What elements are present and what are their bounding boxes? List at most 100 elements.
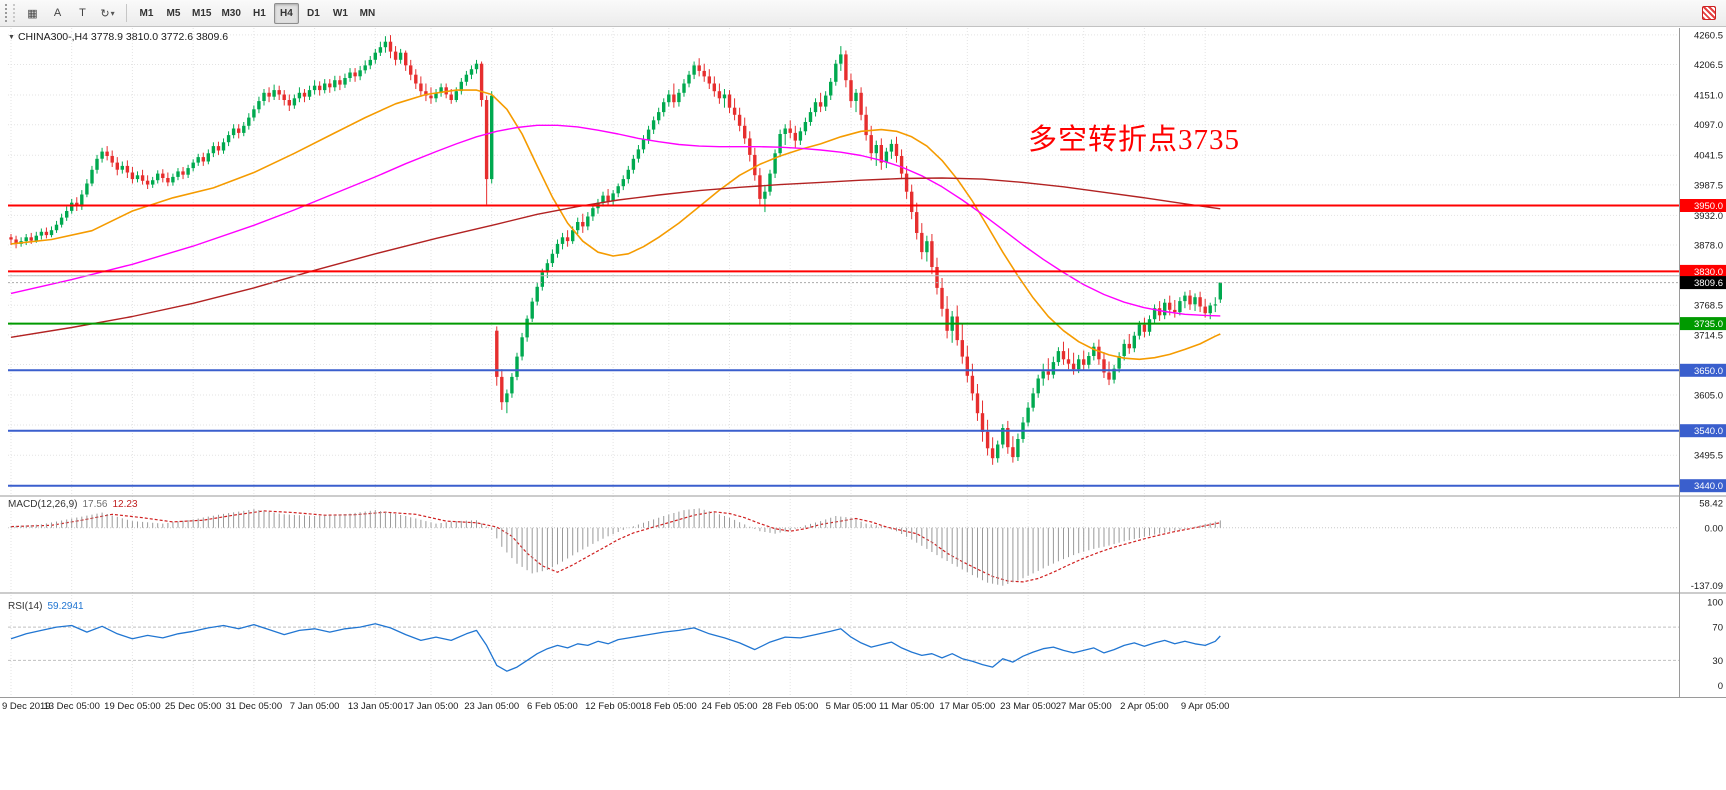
chart-text-annotation[interactable]: 多空转折点3735 [1028,124,1241,156]
svg-text:3987.5: 3987.5 [1694,180,1723,191]
chevron-down-icon: ▾ [110,8,115,18]
main-toolbar: ▦ A T ↻ ▾ M1 M5 M15 M30 H1 H4 D1 W1 MN [0,0,1726,27]
macd-indicator-label: MACD(12,26,9) 17.56 12.23 [8,499,138,510]
rsi-pane[interactable] [8,623,1679,672]
svg-text:9 Dec 2019: 9 Dec 2019 [2,701,51,712]
ma-fast-orange[interactable] [10,89,1221,361]
svg-text:0.00: 0.00 [1705,523,1724,534]
arrow-tool-icon: A [53,7,62,19]
svg-text:4260.5: 4260.5 [1694,30,1723,41]
rsi-axis: 100 70 30 0 [1707,598,1723,692]
price-axis[interactable]: 4260.5 4206.5 4151.0 4097.0 4041.5 3987.5 3932… [1680,30,1726,493]
svg-text:3650.0: 3650.0 [1694,366,1723,377]
toolbar-grip[interactable] [5,4,15,22]
svg-text:70: 70 [1712,623,1723,634]
timeframe-m15-button[interactable]: M15 [188,3,215,24]
timeframe-d1-button[interactable]: D1 [301,3,326,24]
macd-name: MACD(12,26,9) [8,499,78,510]
macd-main-value: 17.56 [82,499,108,510]
svg-text:23 Jan 05:00: 23 Jan 05:00 [464,701,519,712]
svg-text:13 Dec 05:00: 13 Dec 05:00 [43,701,100,712]
refresh-icon: ↻ [100,7,110,20]
charts-grid-button[interactable]: ▦ [21,3,44,24]
timeframe-w1-button[interactable]: W1 [328,3,353,24]
ma-slow-darkred[interactable] [10,177,1221,338]
rsi-line [10,623,1221,672]
toolbar-separator [126,4,127,22]
price-badge-3650.0 [1680,363,1726,377]
chart-canvas[interactable]: 4260.5 4206.5 4151.0 4097.0 4041.5 3987.5 3932… [0,28,1726,715]
svg-text:4041.5: 4041.5 [1694,151,1723,162]
price-badge-3735.0 [1680,317,1726,331]
svg-text:-137.09: -137.09 [1691,581,1723,592]
svg-text:27 Mar 05:00: 27 Mar 05:00 [1056,701,1112,712]
svg-text:3605.0: 3605.0 [1694,391,1723,402]
macd-signal-line [10,510,1221,583]
svg-text:3768.5: 3768.5 [1694,301,1723,312]
svg-text:13 Jan 05:00: 13 Jan 05:00 [348,701,403,712]
rsi-indicator-label: RSI(14) 59.2941 [8,601,84,612]
horizontal-lines[interactable] [8,204,1679,487]
pane-separators[interactable] [0,28,1726,698]
svg-text:4151.0: 4151.0 [1694,91,1723,102]
svg-text:7 Jan 05:00: 7 Jan 05:00 [290,701,340,712]
svg-text:3440.0: 3440.0 [1694,481,1723,492]
svg-text:9 Apr 05:00: 9 Apr 05:00 [1181,701,1230,712]
ma-mid-magenta[interactable] [10,124,1221,317]
candles-layer[interactable] [9,35,1222,465]
price-badge-3540.0 [1680,424,1726,438]
timeframe-h1-button[interactable]: H1 [247,3,272,24]
timeframe-h4-button[interactable]: H4 [273,2,299,24]
timeframe-m30-button[interactable]: M30 [217,3,244,24]
cursor-tool-button[interactable]: A [46,3,69,24]
refresh-button[interactable]: ↻ ▾ [96,3,119,24]
svg-text:3714.5: 3714.5 [1694,330,1723,341]
symbol-period-label: CHINA300-,H4 [17,31,88,43]
svg-text:3540.0: 3540.0 [1694,426,1723,437]
grid-icon: ▦ [27,7,38,20]
svg-text:100: 100 [1707,598,1723,609]
svg-text:3809.6: 3809.6 [1694,278,1723,289]
svg-text:24 Feb 05:00: 24 Feb 05:00 [702,701,758,712]
timeframe-mn-button[interactable]: MN [355,3,380,24]
price-badge-3440.0 [1680,479,1726,493]
grid-lines [8,28,1679,697]
svg-text:31 Dec 05:00: 31 Dec 05:00 [226,701,283,712]
macd-histogram [10,508,1221,586]
svg-text:3830.0: 3830.0 [1694,267,1723,278]
svg-text:23 Mar 05:00: 23 Mar 05:00 [1000,701,1056,712]
rsi-value: 59.2941 [47,601,84,612]
svg-text:3735.0: 3735.0 [1694,319,1723,330]
rsi-name: RSI(14) [8,601,43,612]
price-badge-3809.6 [1680,276,1726,290]
macd-axis: 58.42 0.00 -137.09 [1691,499,1723,593]
toolbar-red-icon[interactable] [1702,6,1716,20]
svg-text:30: 30 [1712,656,1723,667]
svg-text:12 Feb 05:00: 12 Feb 05:00 [585,701,641,712]
svg-text:3950.0: 3950.0 [1694,201,1723,212]
svg-text:2 Apr 05:00: 2 Apr 05:00 [1120,701,1169,712]
svg-text:6 Feb 05:00: 6 Feb 05:00 [527,701,578,712]
svg-text:5 Mar 05:00: 5 Mar 05:00 [826,701,877,712]
svg-text:4097.0: 4097.0 [1694,120,1723,131]
svg-text:17 Jan 05:00: 17 Jan 05:00 [404,701,459,712]
svg-text:25 Dec 05:00: 25 Dec 05:00 [165,701,222,712]
chart-title: ▼ CHINA300-,H4 3778.9 3810.0 3772.6 3809.… [8,31,228,43]
svg-text:18 Feb 05:00: 18 Feb 05:00 [641,701,697,712]
svg-text:11 Mar 05:00: 11 Mar 05:00 [879,701,934,712]
text-tool-button[interactable]: T [71,3,94,24]
svg-text:4206.5: 4206.5 [1694,60,1723,71]
timeframe-m1-button[interactable]: M1 [134,3,159,24]
svg-text:3495.5: 3495.5 [1694,451,1723,462]
svg-text:3878.0: 3878.0 [1694,241,1723,252]
chart-context-menu-icon[interactable]: ▼ [8,34,15,41]
svg-text:0: 0 [1718,681,1723,692]
svg-text:19 Dec 05:00: 19 Dec 05:00 [104,701,161,712]
price-badge-3950.0 [1680,199,1726,212]
price-badge-3830.0 [1680,264,1726,278]
svg-text:17 Mar 05:00: 17 Mar 05:00 [939,701,995,712]
text-tool-icon: T [79,7,86,19]
timeframe-m5-button[interactable]: M5 [161,3,186,24]
